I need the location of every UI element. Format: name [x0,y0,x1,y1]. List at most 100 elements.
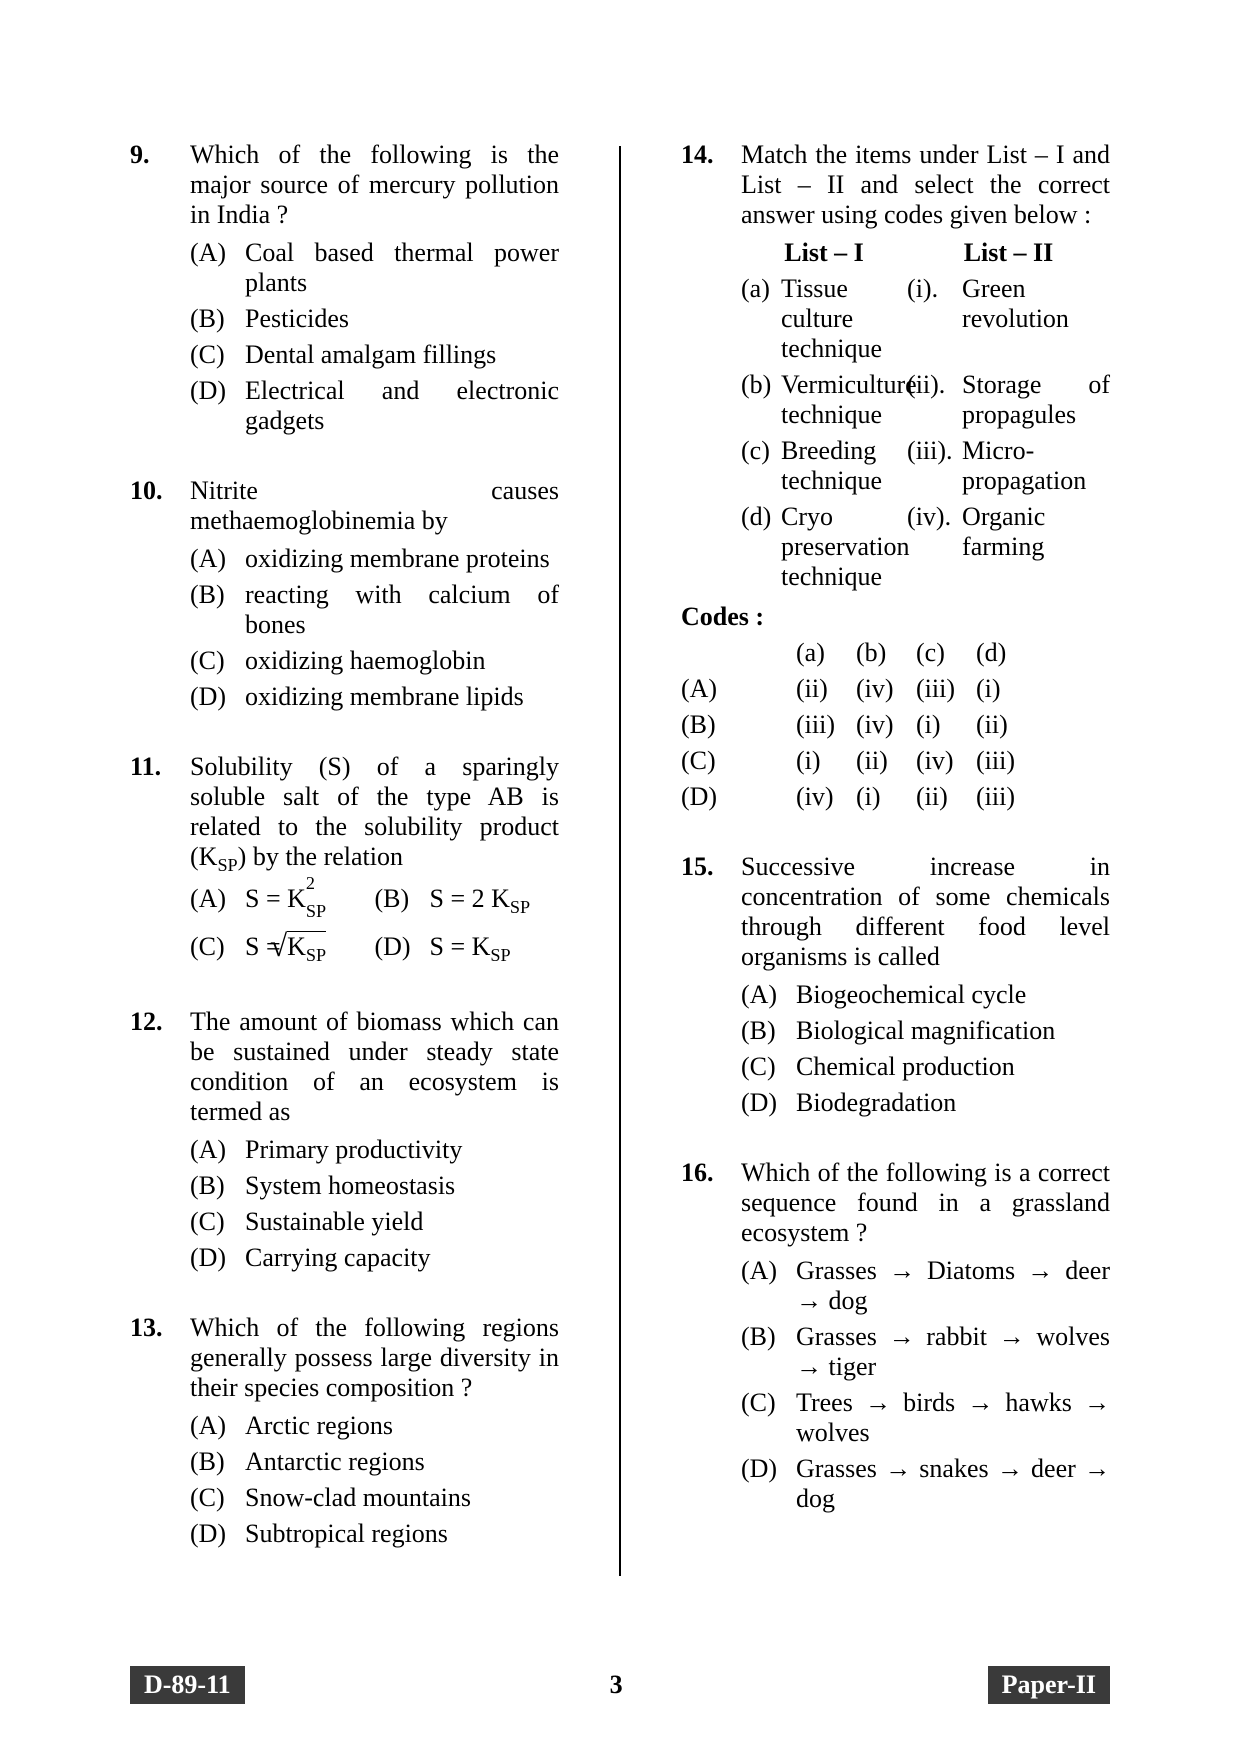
code-value: (iv) [856,710,916,740]
question-body: The amount of biomass which can be susta… [190,1007,559,1273]
question-10: 10. Nitrite causes methaemoglobinemia by… [130,476,559,712]
list-headers: List – I List – II [741,238,1110,268]
expr: S = K [245,884,306,913]
code-header: (a) [796,638,856,668]
option-c: (C)Snow-clad mountains [190,1483,559,1513]
question-stem: Solubility (S) of a sparingly soluble sa… [190,752,559,876]
question-body: Solubility (S) of a sparingly soluble sa… [190,752,559,967]
list-text: Green revolution [962,274,1110,364]
option-b: (B)Biological magnification [741,1016,1110,1046]
list-tag: (iv). [907,502,962,592]
option-text: Biodegradation [796,1088,1110,1118]
code-value: (iii) [796,710,856,740]
list-tag: (d) [741,502,781,592]
list-text: Breeding technique [781,436,907,496]
option-label: (A) [190,1411,245,1441]
code-value: (i) [796,746,856,776]
option-label: (A) [741,980,796,1010]
option-text: Grasses → rabbit → wolves → tiger [796,1322,1110,1382]
footer-left: D-89-11 [130,1666,245,1704]
option-label: (B) [741,1016,796,1046]
option-text: Pesticides [245,304,559,334]
code-value: (ii) [916,782,976,812]
option-label: (C) [190,1207,245,1237]
options: (A)Primary productivity (B)System homeos… [190,1135,559,1273]
option-label: (A) [190,544,245,574]
option-text: Coal based thermal power plants [245,238,559,298]
options: (A)Grasses → Diatoms → deer → dog (B)Gra… [741,1256,1110,1514]
question-14: 14. Match the items under List – I and L… [681,140,1110,812]
option-text: oxidizing membrane lipids [245,682,559,712]
expr-sub: SP [306,901,326,922]
list-tag: (a) [741,274,781,364]
expr: K [287,932,306,961]
stem-sub: SP [217,855,237,875]
list-text: Cryo preservation technique [781,502,910,592]
option-text: Biological magnification [796,1016,1110,1046]
right-column: 14. Match the items under List – I and L… [681,140,1110,1600]
option-c: (C)Trees → birds → hawks → wolves [741,1388,1110,1448]
code-option-a: (A) (ii) (iv) (iii) (i) [681,674,1110,704]
left-column: 9. Which of the following is the major s… [130,140,559,1600]
option-d: (D)Subtropical regions [190,1519,559,1549]
code-header: (d) [976,638,1036,668]
column-divider [619,146,621,1576]
option-a: (A)Primary productivity [190,1135,559,1165]
question-9: 9. Which of the following is the major s… [130,140,559,436]
option-label: (D) [190,376,245,436]
option-label: (D) [375,932,430,966]
code-header: (c) [916,638,976,668]
question-stem: The amount of biomass which can be susta… [190,1007,559,1127]
list-tag: (ii). [907,370,962,430]
list-tag: (i). [907,274,962,364]
option-text: oxidizing haemoglobin [245,646,559,676]
list-row: (c)Breeding technique (iii).Micro-propag… [741,436,1110,496]
question-number: 16. [681,1158,741,1514]
options: (A) S = K2SP (B) S = 2 KSP [190,884,559,966]
codes-table: (a) (b) (c) (d) (A) (ii) (iv) (iii) (i) … [741,638,1110,812]
list-row: (b)Vermiculture technique (ii).Storage o… [741,370,1110,430]
question-body: Which of the following is the major sour… [190,140,559,436]
options: (A)Arctic regions (B)Antarctic regions (… [190,1411,559,1549]
option-b: (B)reacting with calcium of bones [190,580,559,640]
option-label: (D) [190,1519,245,1549]
option-label: (D) [741,1088,796,1118]
option-b: (B)Grasses → rabbit → wolves → tiger [741,1322,1110,1382]
page-footer: D-89-11 3 Paper-II [0,1666,1240,1704]
option-label: (C) [190,932,245,966]
option-text: Electrical and electronic gadgets [245,376,559,436]
option-b: (B)Pesticides [190,304,559,334]
option-text: Grasses → snakes → deer → dog [796,1454,1110,1514]
option-text: Primary productivity [245,1135,559,1165]
expr: S = 2 K [430,884,510,913]
question-12: 12. The amount of biomass which can be s… [130,1007,559,1273]
expr: S = K [430,932,491,961]
options: (A)oxidizing membrane proteins (B)reacti… [190,544,559,712]
list-row: (d)Cryo preservation technique (iv).Orga… [741,502,1110,592]
question-number: 15. [681,852,741,1118]
question-13: 13. Which of the following regions gener… [130,1313,559,1549]
option-text: Subtropical regions [245,1519,559,1549]
option-c: (C)Sustainable yield [190,1207,559,1237]
list-text: Storage of propagules [962,370,1110,430]
option-label: (C) [190,1483,245,1513]
option-label: (C) [190,646,245,676]
question-stem: Which of the following regions generally… [190,1313,559,1403]
options: (A)Coal based thermal power plants (B)Pe… [190,238,559,436]
expr-sub: SP [306,946,326,966]
question-number: 10. [130,476,190,712]
option-row-ab: (A) S = K2SP (B) S = 2 KSP [190,884,559,918]
list-1-header: List – I [784,238,863,268]
list-row: (a)Tissue culture technique (i).Green re… [741,274,1110,364]
question-body: Which of the following is a correct sequ… [741,1158,1110,1514]
expr-sup: 2 [306,873,315,894]
code-opt-label: (C) [681,746,796,776]
option-text: Grasses → Diatoms → deer → dog [796,1256,1110,1316]
option-d: (D)Grasses → snakes → deer → dog [741,1454,1110,1514]
option-b: (B) S = 2 KSP [375,884,560,918]
code-value: (i) [976,674,1036,704]
option-a: (A)oxidizing membrane proteins [190,544,559,574]
question-body: Match the items under List – I and List … [741,140,1110,812]
code-value: (ii) [976,710,1036,740]
option-text: System homeostasis [245,1171,559,1201]
